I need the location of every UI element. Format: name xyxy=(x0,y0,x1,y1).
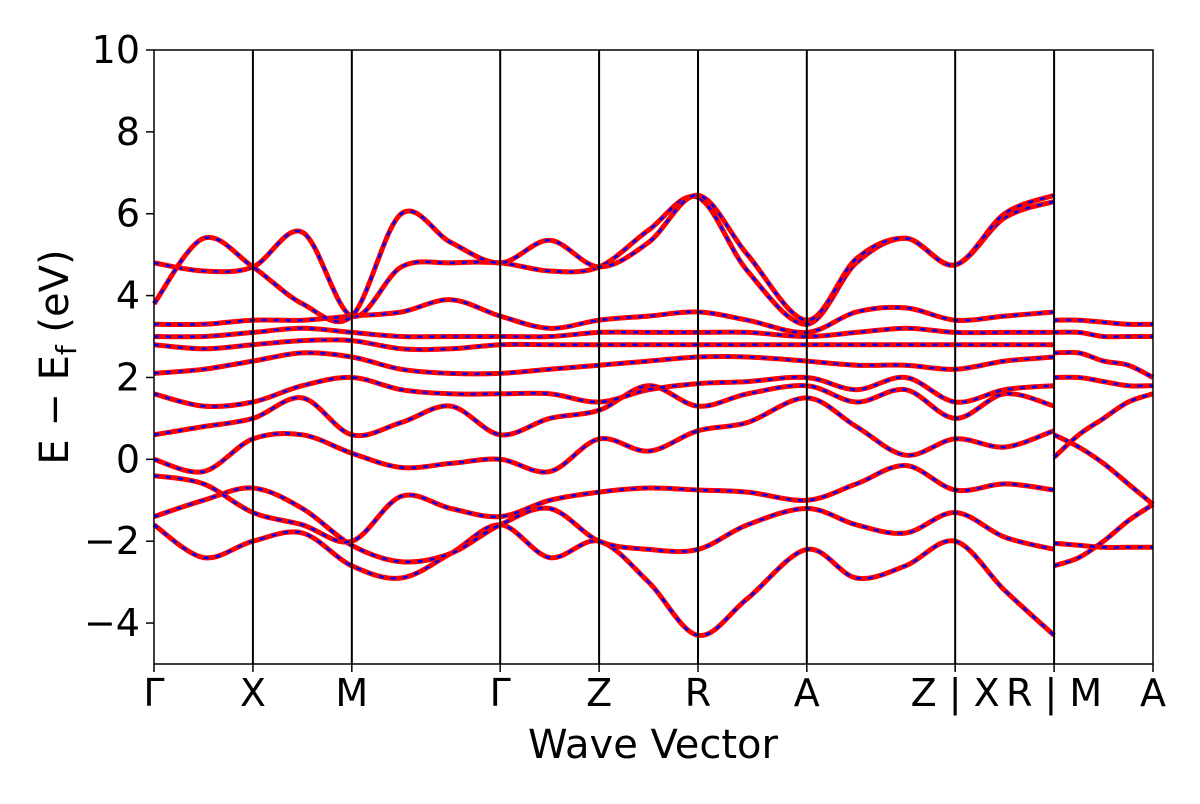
x-tick-label: Z | X xyxy=(911,671,1000,716)
x-tick-label: Z xyxy=(586,671,612,715)
plot-frame xyxy=(153,49,1154,665)
kpoint-dividers xyxy=(251,50,1056,664)
y-tick-label: 0 xyxy=(116,437,140,481)
band-line-dashed-17 xyxy=(1053,433,1154,506)
band-line-dashed-12 xyxy=(152,194,1055,323)
band-line-dashed-19 xyxy=(1053,503,1154,567)
x-tick-label: Γ xyxy=(143,671,164,715)
y-axis-label: E − Ef (eV) xyxy=(32,249,83,464)
band-line-dashed-20 xyxy=(1053,541,1153,549)
x-tick-label: R xyxy=(685,671,711,715)
x-axis-label: Wave Vector xyxy=(528,722,779,768)
y-axis-ticks: 10 8 6 4 2 0 −2 −4 xyxy=(84,28,154,645)
band-line-11 xyxy=(153,193,1055,327)
band-line-5 xyxy=(153,383,1055,439)
band-line-7 xyxy=(153,350,1055,377)
band-line-dashed-1 xyxy=(153,523,1055,637)
x-tick-label: Γ xyxy=(490,671,511,715)
x-tick-label: R | M xyxy=(1006,671,1102,716)
bands-layer xyxy=(151,192,1155,638)
band-line-dashed-18 xyxy=(1053,392,1154,459)
y-axis-label-subscript: f xyxy=(50,344,83,355)
y-tick-label: 4 xyxy=(116,274,140,318)
band-line-dashed-2 xyxy=(153,486,1055,564)
band-line-dashed-14 xyxy=(1054,330,1153,339)
y-tick-label: −2 xyxy=(84,519,140,563)
x-tick-label: M xyxy=(335,671,368,715)
x-tick-label: X xyxy=(240,671,266,715)
band-line-dashed-16 xyxy=(1054,375,1154,388)
y-tick-label: 8 xyxy=(116,110,140,154)
band-line-dashed-10 xyxy=(153,298,1055,334)
x-tick-label: A xyxy=(1140,671,1166,715)
band-line-15 xyxy=(1054,349,1155,380)
y-tick-label: 6 xyxy=(116,192,140,236)
band-line-18 xyxy=(1052,391,1154,460)
y-axis-label-main: E − E xyxy=(32,355,78,465)
y-axis-label-unit: (eV) xyxy=(32,249,78,345)
band-line-dashed-11 xyxy=(153,195,1055,326)
y-tick-label: −4 xyxy=(84,601,140,645)
band-line-2 xyxy=(153,485,1055,565)
band-line-dashed-13 xyxy=(1054,318,1154,326)
band-line-dashed-15 xyxy=(1054,351,1154,379)
band-line-12 xyxy=(151,192,1055,325)
y-tick-label: 10 xyxy=(92,28,140,72)
x-tick-label: A xyxy=(794,671,820,715)
y-tick-label: 2 xyxy=(116,355,140,399)
